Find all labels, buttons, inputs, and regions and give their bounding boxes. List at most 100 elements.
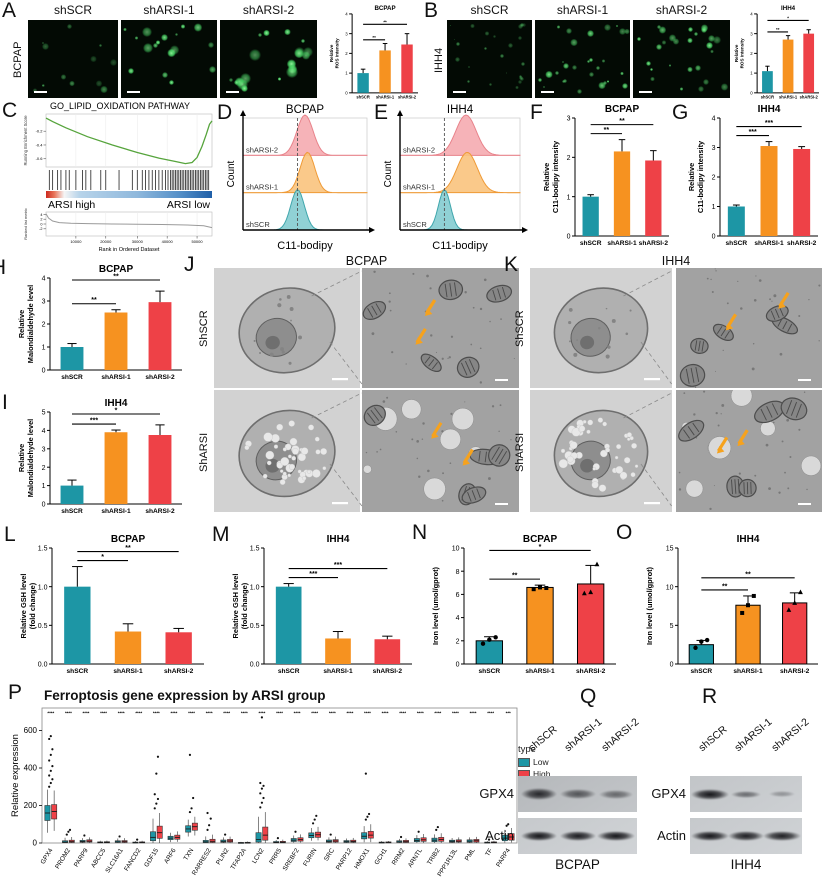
cell-fluorescence-dot [680,87,684,91]
svg-text:0.5: 0.5 [38,623,48,630]
cell-fluorescence-dot [522,23,526,27]
image-title: shSCR [470,3,509,17]
svg-text:2: 2 [456,638,460,645]
svg-text:2: 2 [750,51,753,56]
svg-text:**: ** [91,297,97,304]
blot-strip [690,776,802,812]
lane-header: shARSI-2 [599,715,642,754]
svg-text:**: ** [619,118,625,125]
svg-text:****: **** [364,711,371,716]
cell-fluorescence-dot [542,86,545,89]
svg-text:Ranked list metric: Ranked list metric [23,208,28,240]
fluorescence-image [220,20,317,98]
svg-text:**: ** [776,27,780,32]
svg-text:0: 0 [40,222,42,226]
svg-text:40000: 40000 [162,239,174,244]
svg-text:****: **** [188,711,195,716]
cell-fluorescence-dot [69,80,75,87]
panel-label-n: N [412,521,428,544]
svg-text:IHH4: IHH4 [781,5,796,12]
svg-text:3: 3 [42,299,46,306]
svg-text:***: *** [765,120,773,127]
svg-text:PARP4: PARP4 [495,847,512,868]
cell-fluorescence-dot [621,83,629,90]
em-row-label: ShARSI [514,432,526,472]
cell-fluorescence-dot [577,88,583,94]
protein-band [596,831,635,841]
svg-text:(fold change): (fold change) [240,582,249,629]
cell-fluorescence-dot [466,80,470,84]
svg-text:shSCR: shSCR [246,220,270,229]
cell-fluorescence-dot [42,42,49,50]
cell-fluorescence-dot [555,71,559,76]
svg-text:Rank in Ordered Dataset: Rank in Ordered Dataset [99,247,160,253]
legend-title: type [518,744,536,755]
cell-fluorescence-dot [110,58,118,66]
cell-fluorescence-dot [519,74,523,78]
svg-text:BCPAP: BCPAP [99,264,134,275]
cell-fluorescence-dot [228,77,233,82]
fluorescence-image [121,20,217,98]
svg-text:0: 0 [42,502,46,509]
svg-text:****: **** [153,711,160,716]
svg-text:PRR5: PRR5 [268,847,283,866]
cell-fluorescence-dot [470,23,475,28]
svg-text:Relative GSH level: Relative GSH level [19,574,28,639]
ridge-plot-ihh4: IHH4 shARSI-2 shARSI-1 shSCR Count C11-bodipy [383,104,528,252]
svg-text:**: ** [125,545,131,552]
svg-text:****: **** [311,711,318,716]
svg-text:2: 2 [345,51,348,56]
svg-text:shARSI-2: shARSI-2 [787,240,817,247]
protein-band [521,788,558,800]
svg-text:Iron level (umol/gprot): Iron level (umol/gprot) [645,566,654,645]
cell-fluorescence-dot [234,79,240,85]
scale-bar [639,90,652,93]
cell-fluorescence-dot [563,79,567,83]
low-swatch [518,757,530,767]
cell-fluorescence-dot [499,53,505,59]
svg-text:GDF15: GDF15 [143,847,160,869]
svg-text:600: 600 [24,726,38,735]
svg-text:***: *** [506,711,511,716]
cell-fluorescence-dot [598,81,606,90]
svg-text:shSCR: shSCR [726,240,748,247]
ridge-plot-bcpap: BCPAP shARSI-2 shARSI-1 shSCR Count C11-bodip… [226,104,375,252]
svg-text:0: 0 [567,234,571,241]
svg-text:*: * [539,544,542,551]
cell-fluorescence-dot [277,77,282,81]
svg-text:3: 3 [567,116,571,123]
svg-text:shSCR: shSCR [61,508,83,515]
gsh-bar-chart-ihh4: IHH4 0.0 0.5 1.0 1.5 Relative GSH level (fold … [231,534,412,675]
svg-text:Running Enrichment Score: Running Enrichment Score [23,115,28,166]
panel-label-h: H [0,257,6,278]
svg-text:****: **** [294,711,301,716]
svg-text:shARSI-1: shARSI-1 [733,668,763,675]
svg-text:0: 0 [42,368,46,375]
svg-text:BCPAP: BCPAP [523,534,558,545]
iron-bar-chart-ihh4: IHH4 0 5 10 15 Iron level (umol/gprot) shSCR sh… [645,534,818,675]
blot-cell-caption: BCPAP [555,857,600,872]
svg-text:Count: Count [226,160,237,187]
panel-label-k: K [504,253,519,276]
cell-fluorescence-dot [257,32,263,38]
svg-text:****: **** [329,711,336,716]
cell-fluorescence-dot [484,47,487,50]
cell-fluorescence-dot [169,44,180,55]
cell-fluorescence-dot [294,48,304,58]
panel-label-m: M [212,523,230,546]
cell-fluorescence-dot [700,27,707,34]
svg-text:0.0: 0.0 [38,662,48,669]
svg-text:shARSI-1: shARSI-1 [525,668,555,675]
svg-text:****: **** [346,711,353,716]
em-overview-image [530,268,672,388]
cell-fluorescence-dot [123,28,127,32]
cell-fluorescence-dot [586,60,590,64]
svg-text:Relative expression: Relative expression [10,734,21,817]
svg-text:1: 1 [42,483,46,490]
svg-text:ROS intensity: ROS intensity [335,38,340,68]
cell-fluorescence-dot [563,63,569,70]
svg-text:LCN2: LCN2 [251,847,266,865]
svg-text:****: **** [434,711,441,716]
svg-text:2: 2 [567,155,571,162]
